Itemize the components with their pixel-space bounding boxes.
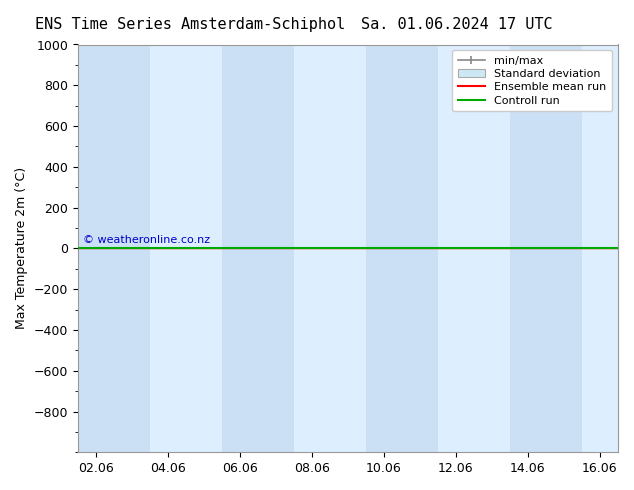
Bar [510,45,581,452]
Legend: min/max, Standard deviation, Ensemble mean run, Controll run: min/max, Standard deviation, Ensemble me… [452,50,612,111]
Text: Sa. 01.06.2024 17 UTC: Sa. 01.06.2024 17 UTC [361,17,552,32]
Bar [222,45,294,452]
Text: © weatheronline.co.nz: © weatheronline.co.nz [83,235,210,245]
Text: ENS Time Series Amsterdam-Schiphol: ENS Time Series Amsterdam-Schiphol [35,17,346,32]
Y-axis label: Max Temperature 2m (°C): Max Temperature 2m (°C) [15,167,28,329]
Bar [366,45,437,452]
Bar [78,45,150,452]
